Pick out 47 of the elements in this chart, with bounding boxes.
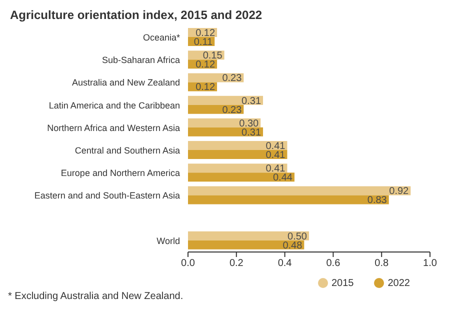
x-tick-label: 0.0 [181, 258, 196, 270]
data-label: 0.44 [273, 172, 293, 184]
data-label: 0.41 [266, 164, 286, 175]
y-tick-label: Central and Southern Asia [74, 145, 180, 156]
bar [188, 150, 288, 160]
bar [188, 240, 304, 250]
data-label: 0.30 [239, 118, 260, 130]
legend-label: 2015 [332, 278, 354, 289]
bar [188, 127, 264, 136]
data-label: 0.23 [222, 104, 242, 116]
x-tick-label: 0.4 [278, 258, 292, 270]
data-label: 0.15 [202, 50, 223, 62]
data-label: 0.31 [242, 127, 262, 138]
y-tick-label: Northern Africa and Western Asia [47, 122, 180, 133]
data-label: 0.83 [367, 195, 388, 206]
text: * Excluding Australia and New Zealand. [8, 291, 184, 302]
chart-title: Agriculture orientation index, 2015 and 2022 [10, 8, 264, 22]
data-label: 0.12 [196, 60, 216, 71]
y-tick-label: Sub-Saharan Africa [102, 55, 180, 66]
data-label: 0.12 [196, 28, 216, 40]
y-tick-label: Europe and Northern America [60, 168, 180, 178]
data-label: 0.50 [288, 231, 308, 242]
x-tick-label: 1.0 [423, 258, 438, 270]
legend-label: 2022 [388, 278, 410, 289]
y-tick-label: Latin America and the Caribbean [48, 100, 180, 110]
x-tick-label: 0.2 [229, 258, 244, 270]
bar [188, 96, 264, 105]
data-label: 0.41 [266, 141, 286, 152]
data-label: 0.92 [389, 186, 410, 198]
data-label: 0.23 [222, 73, 242, 84]
y-tick-label: World [156, 236, 180, 246]
bar [188, 231, 309, 240]
bar [188, 164, 288, 173]
data-label: 0.48 [282, 240, 303, 252]
data-label: 0.12 [196, 82, 216, 94]
bar [188, 186, 411, 196]
x-tick-label: 0.6 [326, 258, 341, 270]
data-label: 0.41 [266, 150, 286, 162]
x-tick-label: 0.8 [374, 258, 389, 270]
y-tick-label: Oceania* [142, 32, 180, 42]
y-tick-label: Australia and New Zealand [72, 78, 180, 88]
data-label: 0.11 [194, 37, 214, 48]
bar [188, 172, 294, 182]
data-label: 0.31 [242, 96, 262, 107]
bar [188, 195, 389, 204]
y-tick-label: Eastern and and South-Eastern Asia [34, 190, 180, 201]
bar [188, 141, 288, 150]
